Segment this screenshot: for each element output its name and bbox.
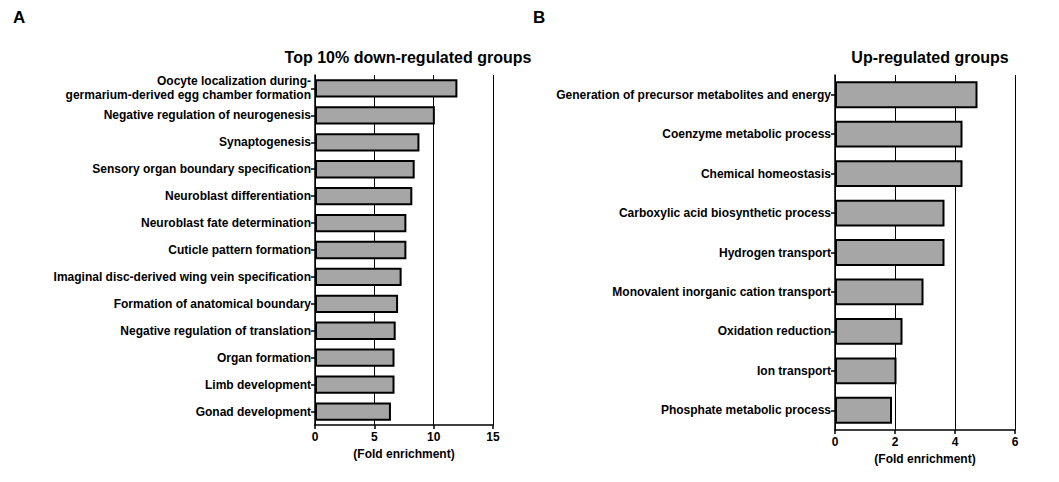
svg-text:Chemical homeostasis: Chemical homeostasis — [701, 167, 831, 181]
svg-text:Phosphate metabolic process: Phosphate metabolic process — [661, 403, 831, 417]
svg-text:Hydrogen transport: Hydrogen transport — [719, 246, 831, 260]
svg-text:Neuroblast differentiation: Neuroblast differentiation — [165, 189, 311, 203]
svg-text:Monovalent inorganic cation tr: Monovalent inorganic cation transport — [612, 285, 831, 299]
svg-text:2: 2 — [892, 435, 899, 449]
svg-text:Oxidation reduction: Oxidation reduction — [718, 324, 831, 338]
svg-text:Oocyte localization during-: Oocyte localization during- — [157, 74, 311, 88]
svg-text:10: 10 — [427, 430, 441, 444]
svg-text:Carboxylic acid biosynthetic p: Carboxylic acid biosynthetic process — [619, 206, 831, 220]
svg-text:A: A — [13, 8, 25, 27]
svg-text:Negative regulation of neuroge: Negative regulation of neurogenesis — [104, 108, 312, 122]
svg-text:Top 10% down-regulated groups: Top 10% down-regulated groups — [285, 49, 532, 66]
svg-text:4: 4 — [952, 435, 959, 449]
svg-text:Generation of precursor metabo: Generation of precursor metabolites and … — [556, 88, 831, 102]
svg-text:0: 0 — [312, 430, 319, 444]
svg-text:B: B — [533, 8, 545, 27]
svg-text:Synaptogenesis: Synaptogenesis — [219, 135, 311, 149]
svg-text:Ion transport: Ion transport — [757, 364, 831, 378]
svg-text:Limb development: Limb development — [205, 378, 311, 392]
svg-text:Imaginal disc-derived wing vei: Imaginal disc-derived wing vein specific… — [54, 270, 311, 284]
svg-text:Negative regulation of transla: Negative regulation of translation — [120, 324, 311, 338]
svg-text:(Fold enrichment): (Fold enrichment) — [874, 452, 975, 466]
svg-text:Gonad development: Gonad development — [196, 405, 311, 419]
svg-text:Neuroblast fate determination: Neuroblast fate determination — [141, 216, 311, 230]
svg-text:0: 0 — [832, 435, 839, 449]
svg-text:(Fold enrichment): (Fold enrichment) — [353, 447, 454, 461]
svg-text:6: 6 — [1012, 435, 1019, 449]
svg-text:germarium-derived egg chamber: germarium-derived egg chamber formation — [66, 88, 311, 102]
svg-text:Coenzyme metabolic process: Coenzyme metabolic process — [662, 127, 831, 141]
svg-text:5: 5 — [371, 430, 378, 444]
svg-text:Sensory organ boundary specifi: Sensory organ boundary specification — [92, 162, 311, 176]
svg-text:Up-regulated groups: Up-regulated groups — [851, 49, 1008, 66]
svg-text:Formation of anatomical bounda: Formation of anatomical boundary — [114, 297, 312, 311]
svg-text:Organ formation: Organ formation — [217, 351, 311, 365]
svg-text:15: 15 — [486, 430, 500, 444]
svg-text:Cuticle pattern formation: Cuticle pattern formation — [168, 243, 311, 257]
